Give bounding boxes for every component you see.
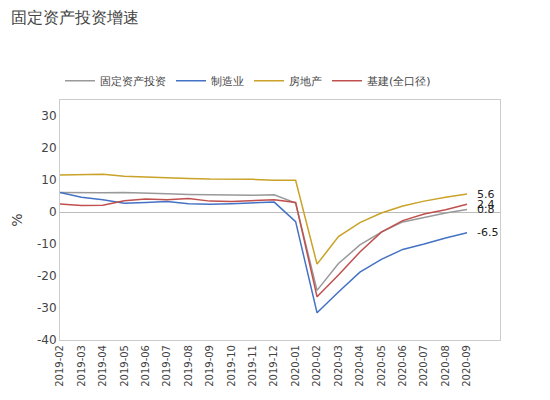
svg-text:2020-02: 2020-02 bbox=[311, 345, 322, 387]
svg-text:2019-11: 2019-11 bbox=[247, 345, 258, 387]
svg-text:2020-03: 2020-03 bbox=[333, 345, 344, 387]
svg-text:10: 10 bbox=[41, 173, 56, 187]
svg-text:基建(全口径): 基建(全口径) bbox=[367, 75, 431, 88]
svg-text:2020-05: 2020-05 bbox=[376, 345, 387, 387]
svg-text:2019-05: 2019-05 bbox=[119, 345, 130, 387]
svg-text:2.4: 2.4 bbox=[477, 198, 495, 211]
svg-text:2020-09: 2020-09 bbox=[461, 345, 472, 387]
svg-text:2019-09: 2019-09 bbox=[204, 345, 215, 387]
svg-text:2020-04: 2020-04 bbox=[354, 345, 365, 387]
svg-text:-6.5: -6.5 bbox=[477, 226, 498, 239]
svg-text:2019-03: 2019-03 bbox=[76, 345, 87, 387]
svg-text:2019-04: 2019-04 bbox=[97, 345, 108, 387]
svg-text:0.8: 0.8 bbox=[477, 203, 495, 216]
svg-text:2020-07: 2020-07 bbox=[418, 345, 429, 387]
svg-text:-20: -20 bbox=[37, 269, 57, 283]
svg-text:房地产: 房地产 bbox=[289, 75, 322, 88]
svg-text:%: % bbox=[9, 213, 25, 226]
svg-text:2019-10: 2019-10 bbox=[226, 345, 237, 387]
svg-text:2020-08: 2020-08 bbox=[440, 345, 451, 387]
svg-text:30: 30 bbox=[41, 109, 56, 123]
svg-text:2019-02: 2019-02 bbox=[54, 345, 65, 387]
svg-text:制造业: 制造业 bbox=[211, 75, 244, 88]
svg-text:20: 20 bbox=[41, 141, 56, 155]
svg-text:固定资产投资增速: 固定资产投资增速 bbox=[11, 8, 139, 27]
svg-text:0: 0 bbox=[49, 205, 57, 219]
svg-text:2019-12: 2019-12 bbox=[268, 345, 279, 387]
svg-text:2019-07: 2019-07 bbox=[161, 345, 172, 387]
svg-text:2020-06: 2020-06 bbox=[397, 345, 408, 387]
svg-text:5.6: 5.6 bbox=[477, 188, 495, 201]
svg-text:2019-08: 2019-08 bbox=[183, 345, 194, 387]
svg-text:2019-06: 2019-06 bbox=[140, 345, 151, 387]
svg-text:-30: -30 bbox=[37, 301, 57, 315]
svg-text:-40: -40 bbox=[37, 333, 57, 347]
svg-text:-10: -10 bbox=[37, 237, 57, 251]
svg-text:固定资产投资: 固定资产投资 bbox=[100, 75, 166, 88]
svg-text:2020-01: 2020-01 bbox=[290, 345, 301, 387]
